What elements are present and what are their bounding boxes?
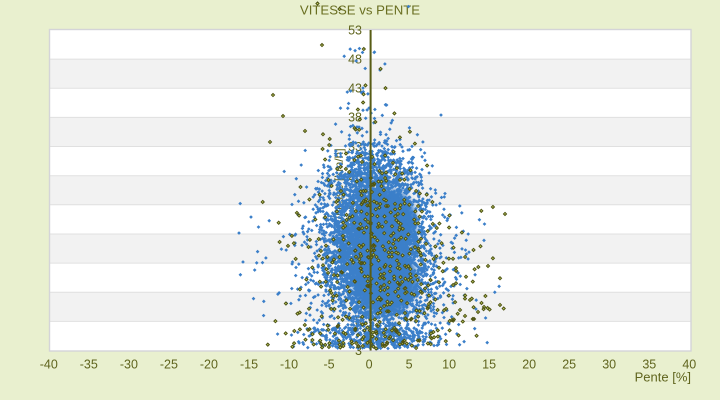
svg-text:40: 40 xyxy=(682,358,696,372)
svg-text:-10: -10 xyxy=(280,358,298,372)
svg-text:30: 30 xyxy=(602,358,616,372)
svg-text:53: 53 xyxy=(348,23,362,37)
svg-text:5: 5 xyxy=(406,358,413,372)
svg-text:25: 25 xyxy=(562,358,576,372)
svg-text:10: 10 xyxy=(442,358,456,372)
svg-text:-35: -35 xyxy=(80,358,98,372)
svg-text:-25: -25 xyxy=(160,358,178,372)
svg-text:-20: -20 xyxy=(200,358,218,372)
svg-text:-15: -15 xyxy=(240,358,258,372)
svg-text:Pente [%]: Pente [%] xyxy=(635,370,691,385)
svg-text:15: 15 xyxy=(482,358,496,372)
svg-text:VITESSE vs PENTE: VITESSE vs PENTE xyxy=(300,3,420,18)
svg-text:20: 20 xyxy=(522,358,536,372)
svg-text:43: 43 xyxy=(348,82,362,96)
svg-text:-5: -5 xyxy=(323,358,334,372)
svg-text:48: 48 xyxy=(348,52,362,66)
svg-text:0: 0 xyxy=(366,358,373,372)
svg-text:38: 38 xyxy=(348,111,362,125)
svg-text:-40: -40 xyxy=(40,358,58,372)
svg-text:35: 35 xyxy=(642,358,656,372)
svg-text:-30: -30 xyxy=(120,358,138,372)
svg-text:3: 3 xyxy=(355,344,362,358)
